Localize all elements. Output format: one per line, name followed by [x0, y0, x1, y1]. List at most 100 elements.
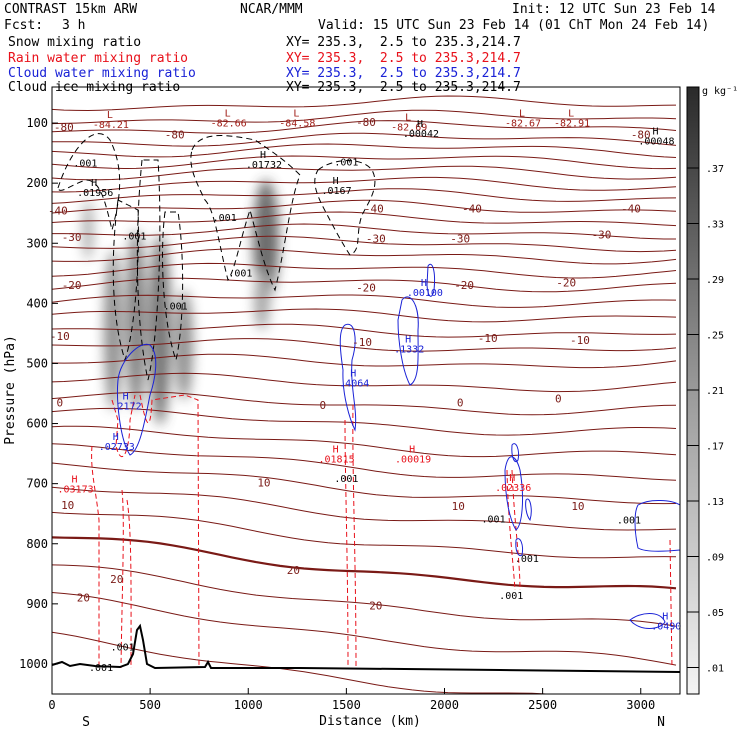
x-tick-label: 2000 — [430, 698, 459, 712]
north-label: N — [657, 715, 665, 730]
colorbar-label: .25 — [706, 331, 724, 342]
extremum-marker: L — [293, 109, 299, 120]
valid-time: Valid: 15 UTC Sun 23 Feb 14 (01 ChT Mon … — [318, 18, 710, 33]
y-tick-label: 100 — [26, 116, 48, 130]
isotherm-line — [52, 132, 677, 147]
ice-contour-6 — [314, 160, 376, 256]
extremum-value: .01815 — [319, 455, 355, 466]
isotherm-line — [52, 165, 677, 181]
isotherm-label: 0 — [555, 393, 562, 406]
extremum-marker: L — [107, 110, 113, 121]
isotherm-line — [52, 425, 677, 458]
rain-contour-8 — [506, 469, 516, 591]
colorbar-label: .13 — [706, 497, 724, 508]
isotherm-label: 20 — [287, 564, 300, 577]
isotherm-lines — [52, 95, 677, 694]
isotherm-label: -30 — [62, 231, 82, 244]
forecast-hour: 3 h — [62, 18, 86, 33]
cw-contour-1 — [117, 343, 157, 456]
ice-contour-1 — [57, 133, 121, 231]
y-tick-label: 300 — [26, 236, 48, 250]
y-tick-label: 700 — [26, 477, 48, 491]
extremum-value: .1332 — [394, 345, 424, 356]
isotherm-label: 10 — [257, 477, 270, 490]
isotherm-label: -10 — [570, 334, 590, 347]
isotherm-line — [52, 443, 677, 481]
contour-value-labels: .001 .001 .001 .001 .001 .001 .001 .001 .001 .001… — [73, 158, 641, 674]
extremum-marker: H — [417, 119, 423, 130]
x-tick-label: 2500 — [528, 698, 557, 712]
rain-contour-3 — [126, 499, 132, 669]
extremum-marker: H — [260, 150, 266, 161]
cw-contour-10 — [629, 613, 666, 629]
x-axis-title: Distance (km) — [319, 714, 421, 729]
extremum-value: .02733 — [99, 442, 135, 453]
isotherm-label: 10 — [61, 499, 74, 512]
extremum-value: .4064 — [339, 378, 369, 389]
isotherm-line — [52, 338, 677, 352]
colorbar-label: .01 — [706, 664, 724, 675]
isotherm-label: 0 — [457, 397, 464, 410]
rain-contour-1 — [91, 445, 100, 668]
colorbar-label: .09 — [706, 553, 724, 564]
cw-contour-8 — [515, 538, 523, 557]
isotherm-label: -20 — [356, 281, 376, 294]
y-axis-title: Pressure (hPa) — [3, 335, 18, 445]
isotherm-line — [52, 188, 677, 204]
cloud-water-contours — [117, 263, 680, 629]
isotherm-label: -10 — [50, 330, 70, 343]
colorbar-label: .05 — [706, 608, 724, 619]
isotherm-line — [52, 536, 677, 590]
cw-contour-3 — [397, 296, 419, 386]
forecast-label: Fcst: — [4, 18, 44, 33]
extremum-value: .00042 — [403, 129, 439, 140]
isotherm-labels: -80 -80 -80 -80 -40 -40 -40 -40 -30 -30 -30 -30 -20 -… — [48, 116, 651, 612]
snow-plume-2 — [126, 230, 146, 410]
snow-plume-1 — [104, 250, 122, 410]
isotherm-line — [52, 248, 677, 265]
extremum-marker: H — [123, 392, 129, 403]
isotherm-label: 0 — [57, 397, 64, 410]
y-tick-label: 900 — [26, 597, 48, 611]
extremum-value: .00100 — [407, 288, 443, 299]
isotherm-label: -20 — [454, 279, 474, 292]
isotherm-line — [52, 199, 677, 214]
contour-value-label: .001 — [228, 268, 252, 279]
isotherm-line — [52, 95, 677, 112]
isotherm-line — [52, 308, 677, 323]
isotherm-label: -40 — [462, 203, 482, 216]
extremum-marker: H — [333, 445, 339, 456]
rain-contour-7 — [352, 404, 357, 669]
isotherm-line — [52, 511, 677, 559]
extrema-labels: L-84.21L-82.66L-84.58L-82.69L-82.67L-82.… — [57, 109, 681, 633]
y-tick-label: 1000 — [19, 657, 48, 671]
contour-value-label: .001 — [334, 158, 358, 169]
isotherm-line — [52, 391, 677, 416]
isotherm-line — [52, 223, 676, 240]
extremum-value: .0167 — [322, 186, 352, 197]
isotherm-label: -10 — [478, 332, 498, 345]
isotherm-label: -40 — [48, 204, 68, 217]
x-tick-label: 3000 — [626, 698, 655, 712]
isotherm-label: -30 — [366, 233, 386, 246]
isotherm-label: -20 — [556, 277, 576, 290]
contour-value-label: .001 — [213, 213, 237, 224]
terrain-profile — [51, 623, 681, 673]
contour-value-label: .001 — [73, 158, 97, 169]
contour-value-label: .001 — [334, 474, 358, 485]
cw-contour-5 — [504, 456, 524, 531]
organization-label: NCAR/MMM — [240, 2, 303, 17]
contour-value-label: .001 — [617, 515, 641, 526]
rain-contour-5 — [139, 394, 200, 669]
rain-contour-6 — [344, 419, 349, 669]
colorbar-unit: g kg⁻¹ — [702, 86, 738, 97]
isotherm-label: -20 — [62, 279, 82, 292]
extremum-marker: H — [652, 127, 658, 138]
contour-value-label: .001 — [499, 591, 523, 602]
legend-cloud-water-xy: XY= 235.3, 2.5 to 235.3,214.7 — [286, 66, 521, 81]
extremum-marker: H — [421, 278, 427, 289]
isotherm-label: 0 — [320, 399, 327, 412]
isotherm-label: 10 — [452, 500, 465, 513]
contour-value-label: .001 — [111, 643, 135, 654]
isotherm-line — [52, 211, 677, 227]
